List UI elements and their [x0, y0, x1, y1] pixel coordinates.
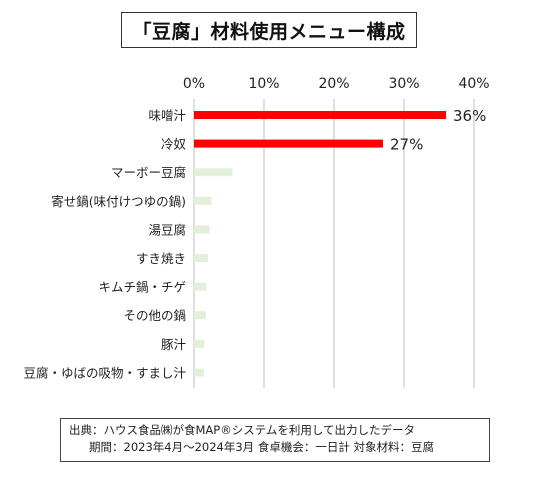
bar	[194, 254, 208, 262]
bar	[194, 139, 383, 148]
x-tick-label: 20%	[318, 76, 349, 92]
category-label: 豆腐・ゆばの吸物・すまし汁	[23, 365, 186, 380]
bar	[194, 368, 204, 377]
category-label: キムチ鍋・チゲ	[98, 280, 186, 295]
category-label: 寄せ鍋(味付けつゆの鍋)	[51, 194, 186, 209]
category-label: すき焼き	[136, 251, 186, 266]
chart-title: 「豆腐」材料使用メニュー構成	[121, 12, 417, 48]
bar	[194, 111, 446, 119]
bar	[194, 225, 210, 234]
bars	[194, 111, 446, 377]
x-tick-label: 30%	[388, 76, 419, 92]
x-tick-label: 0%	[183, 76, 205, 92]
source-note: 出典：ハウス食品㈱が食MAP®システムを利用して出力したデータ 期間：2023年…	[60, 418, 490, 462]
data-label: 36%	[453, 107, 486, 125]
category-label: 湯豆腐	[148, 222, 186, 237]
category-label: その他の鍋	[123, 308, 186, 323]
x-axis-ticks: 0% 10% 20% 30% 40%	[183, 76, 490, 92]
category-label: 味噌汁	[148, 108, 186, 123]
bar	[194, 339, 205, 348]
x-tick-label: 40%	[458, 76, 489, 92]
bar	[194, 282, 207, 291]
x-tick-label: 10%	[248, 76, 279, 92]
category-label: マーボー豆腐	[111, 165, 186, 180]
category-label: 冷奴	[161, 137, 187, 152]
source-line-2: 期間：2023年4月～2024年3月 食卓機会：一日計 対象材料：豆腐	[89, 440, 434, 454]
bar	[194, 168, 233, 177]
data-label: 27%	[390, 136, 423, 154]
category-label: 豚汁	[161, 337, 187, 352]
data-labels: 36% 27%	[390, 107, 486, 154]
bar	[194, 311, 206, 320]
source-line-1: 出典：ハウス食品㈱が食MAP®システムを利用して出力したデータ	[69, 423, 416, 437]
bar	[194, 196, 212, 205]
